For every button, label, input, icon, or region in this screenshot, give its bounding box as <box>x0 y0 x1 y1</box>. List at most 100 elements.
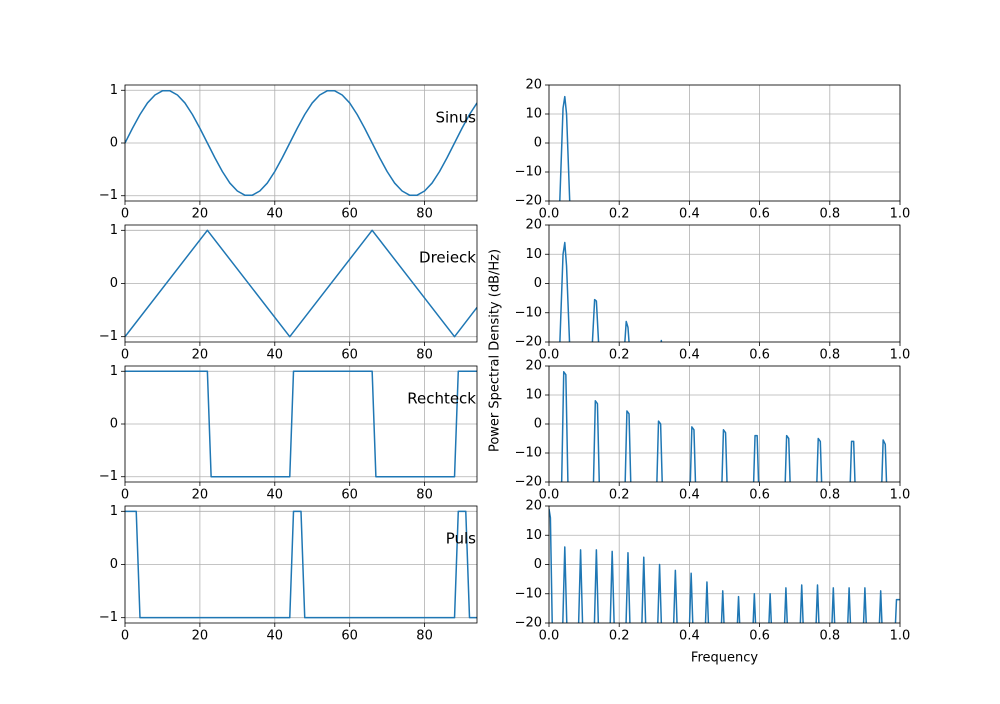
y-tick-label: 0 <box>110 276 118 291</box>
y-tick-label: −10 <box>515 446 542 461</box>
plot-area <box>125 370 477 478</box>
y-tick-label: 1 <box>110 83 118 98</box>
axes-frame <box>548 224 901 343</box>
signal-line <box>559 95 571 201</box>
y-tick-label: 10 <box>525 528 542 543</box>
signal-line <box>549 508 900 623</box>
y-tick-label: 1 <box>110 504 118 519</box>
signal-line <box>125 229 477 338</box>
plot-area <box>125 90 477 196</box>
plot-area <box>560 371 888 482</box>
y-tick-label: −20 <box>515 616 542 631</box>
x-tick-label: 40 <box>267 207 284 222</box>
x-tick-label: 20 <box>192 629 209 644</box>
x-tick-label: 0.6 <box>749 207 770 222</box>
x-tick-label: 0.2 <box>609 629 630 644</box>
plot-area <box>549 508 900 623</box>
y-tick-label: 10 <box>525 107 542 122</box>
y-tick-label: −20 <box>515 335 542 350</box>
y-tick-label: 0 <box>110 417 118 432</box>
signal-line <box>125 90 477 196</box>
x-tick-label: 20 <box>192 488 209 503</box>
x-tick-label: 0.2 <box>609 488 630 503</box>
x-tick-label: 0 <box>121 488 129 503</box>
x-tick-label: 0.4 <box>679 488 700 503</box>
signal-line <box>560 371 888 482</box>
x-tick-label: 0.4 <box>679 629 700 644</box>
signal-label: Sinus <box>435 109 476 127</box>
y-tick-label: −1 <box>99 469 118 484</box>
x-tick-label: 0.6 <box>749 629 770 644</box>
y-tick-label: 0 <box>110 136 118 151</box>
x-tick-label: 0.0 <box>539 488 560 503</box>
signal-line <box>125 370 477 478</box>
x-tick-label: 80 <box>416 488 433 503</box>
axes-frame <box>124 224 478 343</box>
x-tick-label: 0.0 <box>539 348 560 363</box>
x-tick-label: 0.0 <box>539 207 560 222</box>
y-tick-label: −1 <box>99 188 118 203</box>
y-tick-label: 0 <box>534 136 542 151</box>
axes-frame <box>124 505 478 624</box>
x-tick-label: 40 <box>267 348 284 363</box>
y-tick-label: −1 <box>99 329 118 344</box>
axes: 0.0 0.2 0.4 0.6 0.8 1.0 −20 −10 0 10 20 Frequency <box>515 499 911 666</box>
plot-area <box>125 229 477 338</box>
y-tick-label: 1 <box>110 223 118 238</box>
y-tick-label: −10 <box>515 165 542 180</box>
axes-frame <box>124 84 478 202</box>
x-tick-label: 0.2 <box>609 207 630 222</box>
y-tick-label: 0 <box>110 557 118 572</box>
x-tick-label: 0.0 <box>539 629 560 644</box>
signal-line <box>559 241 663 342</box>
y-tick-label: 20 <box>525 218 542 233</box>
x-tick-label: 60 <box>341 348 358 363</box>
y-tick-label: 20 <box>525 499 542 514</box>
x-tick-label: 20 <box>192 207 209 222</box>
x-tick-label: 1.0 <box>890 348 911 363</box>
y-tick-label: 0 <box>534 276 542 291</box>
y-tick-label: 0 <box>534 557 542 572</box>
y-tick-label: 20 <box>525 78 542 93</box>
x-tick-label: 40 <box>267 629 284 644</box>
axes: 0.0 0.2 0.4 0.6 0.8 1.0 −20 −10 0 10 20 Power Spect… <box>488 218 911 453</box>
y-tick-label: 0 <box>534 417 542 432</box>
axes: 0.0 0.2 0.4 0.6 0.8 1.0 −20 −10 0 10 20 <box>515 78 911 222</box>
axes-frame <box>548 84 901 202</box>
y-tick-label: −20 <box>515 194 542 209</box>
x-tick-label: 80 <box>416 207 433 222</box>
x-tick-label: 0 <box>121 348 129 363</box>
y-axis-label: Power Spectral Density (dB/Hz) <box>488 249 503 452</box>
x-tick-label: 1.0 <box>890 629 911 644</box>
axes: 0.0 0.2 0.4 0.6 0.8 1.0 −20 −10 0 10 20 <box>515 359 911 503</box>
axes-frame <box>548 365 901 483</box>
y-tick-label: 10 <box>525 247 542 262</box>
y-tick-label: −1 <box>99 610 118 625</box>
y-tick-label: 10 <box>525 388 542 403</box>
x-tick-label: 0.4 <box>679 207 700 222</box>
axes-frame <box>124 365 478 483</box>
x-tick-label: 0.4 <box>679 348 700 363</box>
x-tick-label: 60 <box>341 629 358 644</box>
x-tick-label: 0.8 <box>819 629 840 644</box>
x-tick-label: 40 <box>267 488 284 503</box>
y-tick-label: 20 <box>525 359 542 374</box>
x-tick-label: 0.6 <box>749 488 770 503</box>
signal-line <box>125 510 477 619</box>
x-tick-label: 0 <box>121 629 129 644</box>
x-tick-label: 0.8 <box>819 348 840 363</box>
x-tick-label: 80 <box>416 348 433 363</box>
signal-label: Rechteck <box>407 390 476 408</box>
x-axis-label: Frequency <box>691 651 758 666</box>
plot-area <box>125 510 477 619</box>
plot-area <box>559 95 571 201</box>
x-tick-label: 60 <box>341 488 358 503</box>
x-tick-label: 0.6 <box>749 348 770 363</box>
x-tick-label: 0 <box>121 207 129 222</box>
axes-frame <box>548 505 901 624</box>
y-tick-label: −10 <box>515 305 542 320</box>
